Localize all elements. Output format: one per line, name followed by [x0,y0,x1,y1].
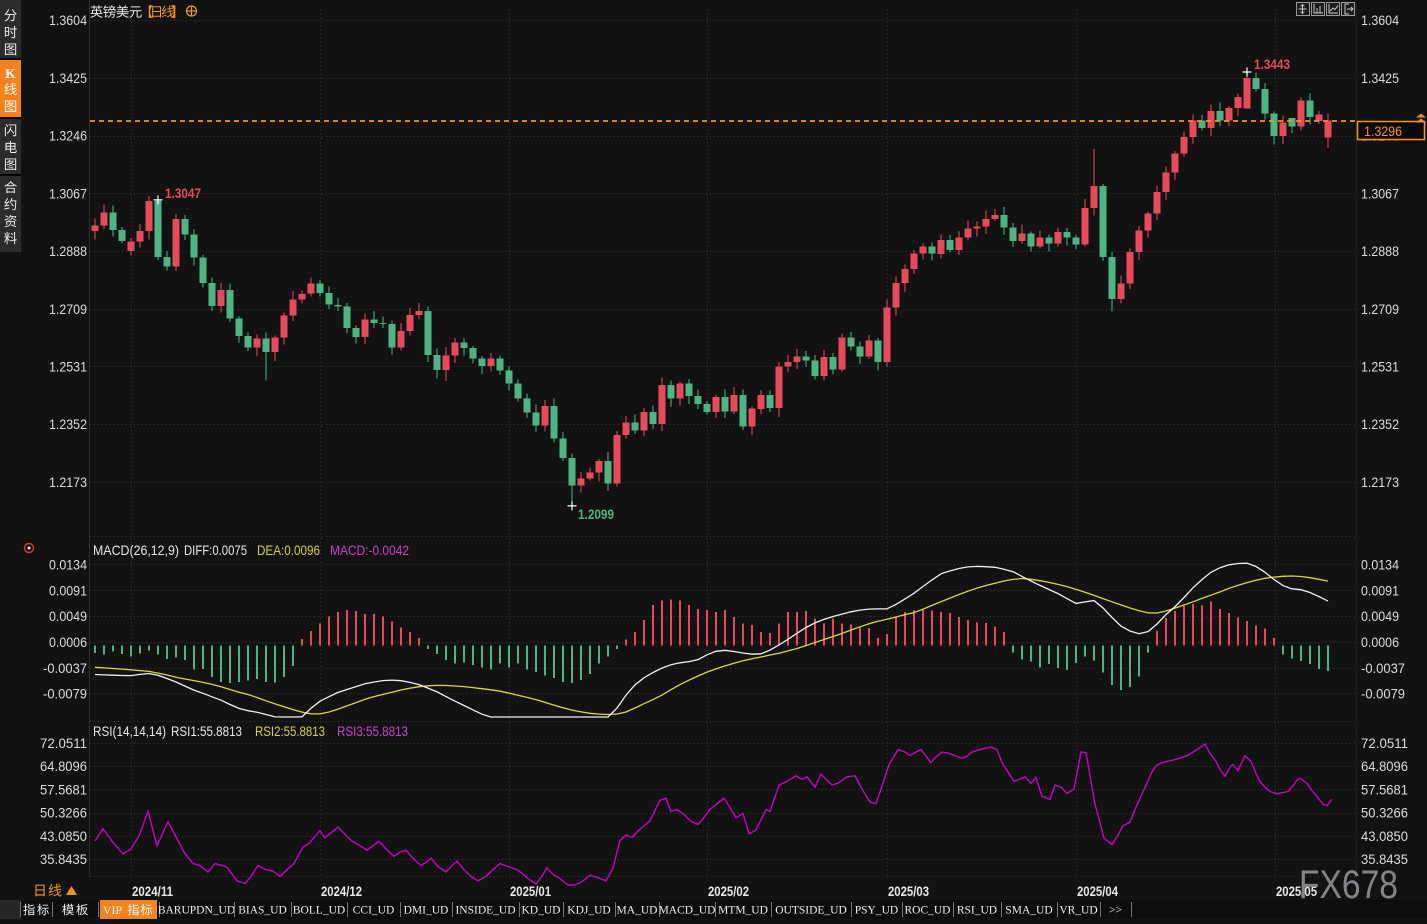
svg-text:50.3266: 50.3266 [40,806,87,821]
svg-text:2025/04: 2025/04 [1077,884,1118,899]
svg-text:2025/01: 2025/01 [510,884,551,899]
svg-text:0.0134: 0.0134 [1361,557,1399,572]
svg-text:35.8435: 35.8435 [1361,852,1408,867]
svg-text:1.2099: 1.2099 [578,506,614,522]
svg-text:1.2888: 1.2888 [49,244,87,259]
svg-text:1.3067: 1.3067 [1361,186,1399,201]
svg-text:1.3047: 1.3047 [165,185,201,201]
svg-text:0.0134: 0.0134 [49,557,87,572]
svg-text:RSI3:55.8813: RSI3:55.8813 [337,724,408,739]
svg-text:35.8435: 35.8435 [40,852,87,867]
svg-text:1.2531: 1.2531 [49,359,87,374]
svg-text:VIP: VIP [103,903,123,917]
svg-text:1.3443: 1.3443 [1254,56,1290,72]
svg-text:MACD(26,12,9): MACD(26,12,9) [93,543,179,558]
svg-text:BARUPDN_UD: BARUPDN_UD [158,905,235,917]
svg-text:RSI_UD: RSI_UD [957,905,997,917]
svg-text:MACD:-0.0042: MACD:-0.0042 [330,543,409,558]
svg-text:0.0006: 0.0006 [49,635,87,650]
svg-text:-0.0037: -0.0037 [43,661,87,676]
svg-text:2025/05: 2025/05 [1276,884,1317,899]
svg-text:BIAS_UD: BIAS_UD [238,905,287,917]
svg-text:0.0049: 0.0049 [1361,609,1399,624]
svg-text:KD_UD: KD_UD [522,905,561,917]
svg-text:VR_UD: VR_UD [1059,905,1097,917]
svg-text:DEA:0.0096: DEA:0.0096 [257,543,320,558]
svg-text:57.5681: 57.5681 [1361,782,1408,797]
svg-text:RSI(14,14,14): RSI(14,14,14) [93,724,166,739]
svg-text:1.3067: 1.3067 [49,186,87,201]
svg-text:1.2352: 1.2352 [49,417,87,432]
svg-text:RSI2:55.8813: RSI2:55.8813 [255,724,325,739]
svg-text:0.0049: 0.0049 [49,609,87,624]
svg-text:2024/12: 2024/12 [321,884,362,899]
svg-text:2024/11: 2024/11 [132,884,173,899]
svg-text:KDJ_UD: KDJ_UD [567,905,610,917]
svg-text:1.3604: 1.3604 [1361,13,1399,28]
svg-text:ROC_UD: ROC_UD [904,905,950,917]
svg-text:1.2709: 1.2709 [49,302,87,317]
svg-text:-0.0079: -0.0079 [43,686,87,701]
svg-text:INSIDE_UD: INSIDE_UD [455,905,515,917]
svg-text:1.3296: 1.3296 [1364,124,1402,139]
svg-text:1.3425: 1.3425 [49,71,87,86]
svg-text:64.8096: 64.8096 [1361,759,1408,774]
svg-text:0.0091: 0.0091 [49,583,87,598]
svg-text:K: K [5,67,16,82]
svg-text:1.2173: 1.2173 [49,475,87,490]
svg-text:43.0850: 43.0850 [40,829,87,844]
svg-text:-0.0037: -0.0037 [1361,661,1405,676]
svg-text:1.3604: 1.3604 [49,13,87,28]
svg-text:2025/02: 2025/02 [708,884,749,899]
svg-text:57.5681: 57.5681 [40,782,87,797]
svg-text:1.2709: 1.2709 [1361,302,1399,317]
svg-text:1.2352: 1.2352 [1361,417,1399,432]
svg-text:FX678: FX678 [1299,863,1398,907]
svg-text:0.0091: 0.0091 [1361,583,1399,598]
svg-text:1.2531: 1.2531 [1361,359,1399,374]
svg-text:72.0511: 72.0511 [1361,736,1408,751]
svg-text:MA_UD: MA_UD [617,905,658,917]
svg-text:0.0006: 0.0006 [1361,635,1399,650]
svg-text:-0.0079: -0.0079 [1361,686,1405,701]
svg-text:1.3246: 1.3246 [49,129,87,144]
svg-text:72.0511: 72.0511 [40,736,87,751]
svg-text:1.2173: 1.2173 [1361,475,1399,490]
svg-text:OUTSIDE_UD: OUTSIDE_UD [775,905,847,917]
svg-text:43.0850: 43.0850 [1361,829,1408,844]
svg-text:DMI_UD: DMI_UD [404,905,449,917]
svg-text:RSI1:55.8813: RSI1:55.8813 [171,724,242,739]
svg-text:MACD_UD: MACD_UD [659,905,716,917]
svg-text:1.3425: 1.3425 [1361,71,1399,86]
svg-text:50.3266: 50.3266 [1361,806,1408,821]
svg-text:1.2888: 1.2888 [1361,244,1399,259]
svg-text:>>: >> [1109,905,1122,917]
svg-text:BOLL_UD: BOLL_UD [293,905,345,917]
svg-text:DIFF:0.0075: DIFF:0.0075 [184,543,247,558]
svg-text:PSY_UD: PSY_UD [855,905,898,917]
svg-text:64.8096: 64.8096 [40,759,87,774]
svg-text:CCI_UD: CCI_UD [353,905,395,917]
svg-text:MTM_UD: MTM_UD [718,905,768,917]
svg-text:SMA_UD: SMA_UD [1005,905,1052,917]
svg-text:2025/03: 2025/03 [888,884,929,899]
